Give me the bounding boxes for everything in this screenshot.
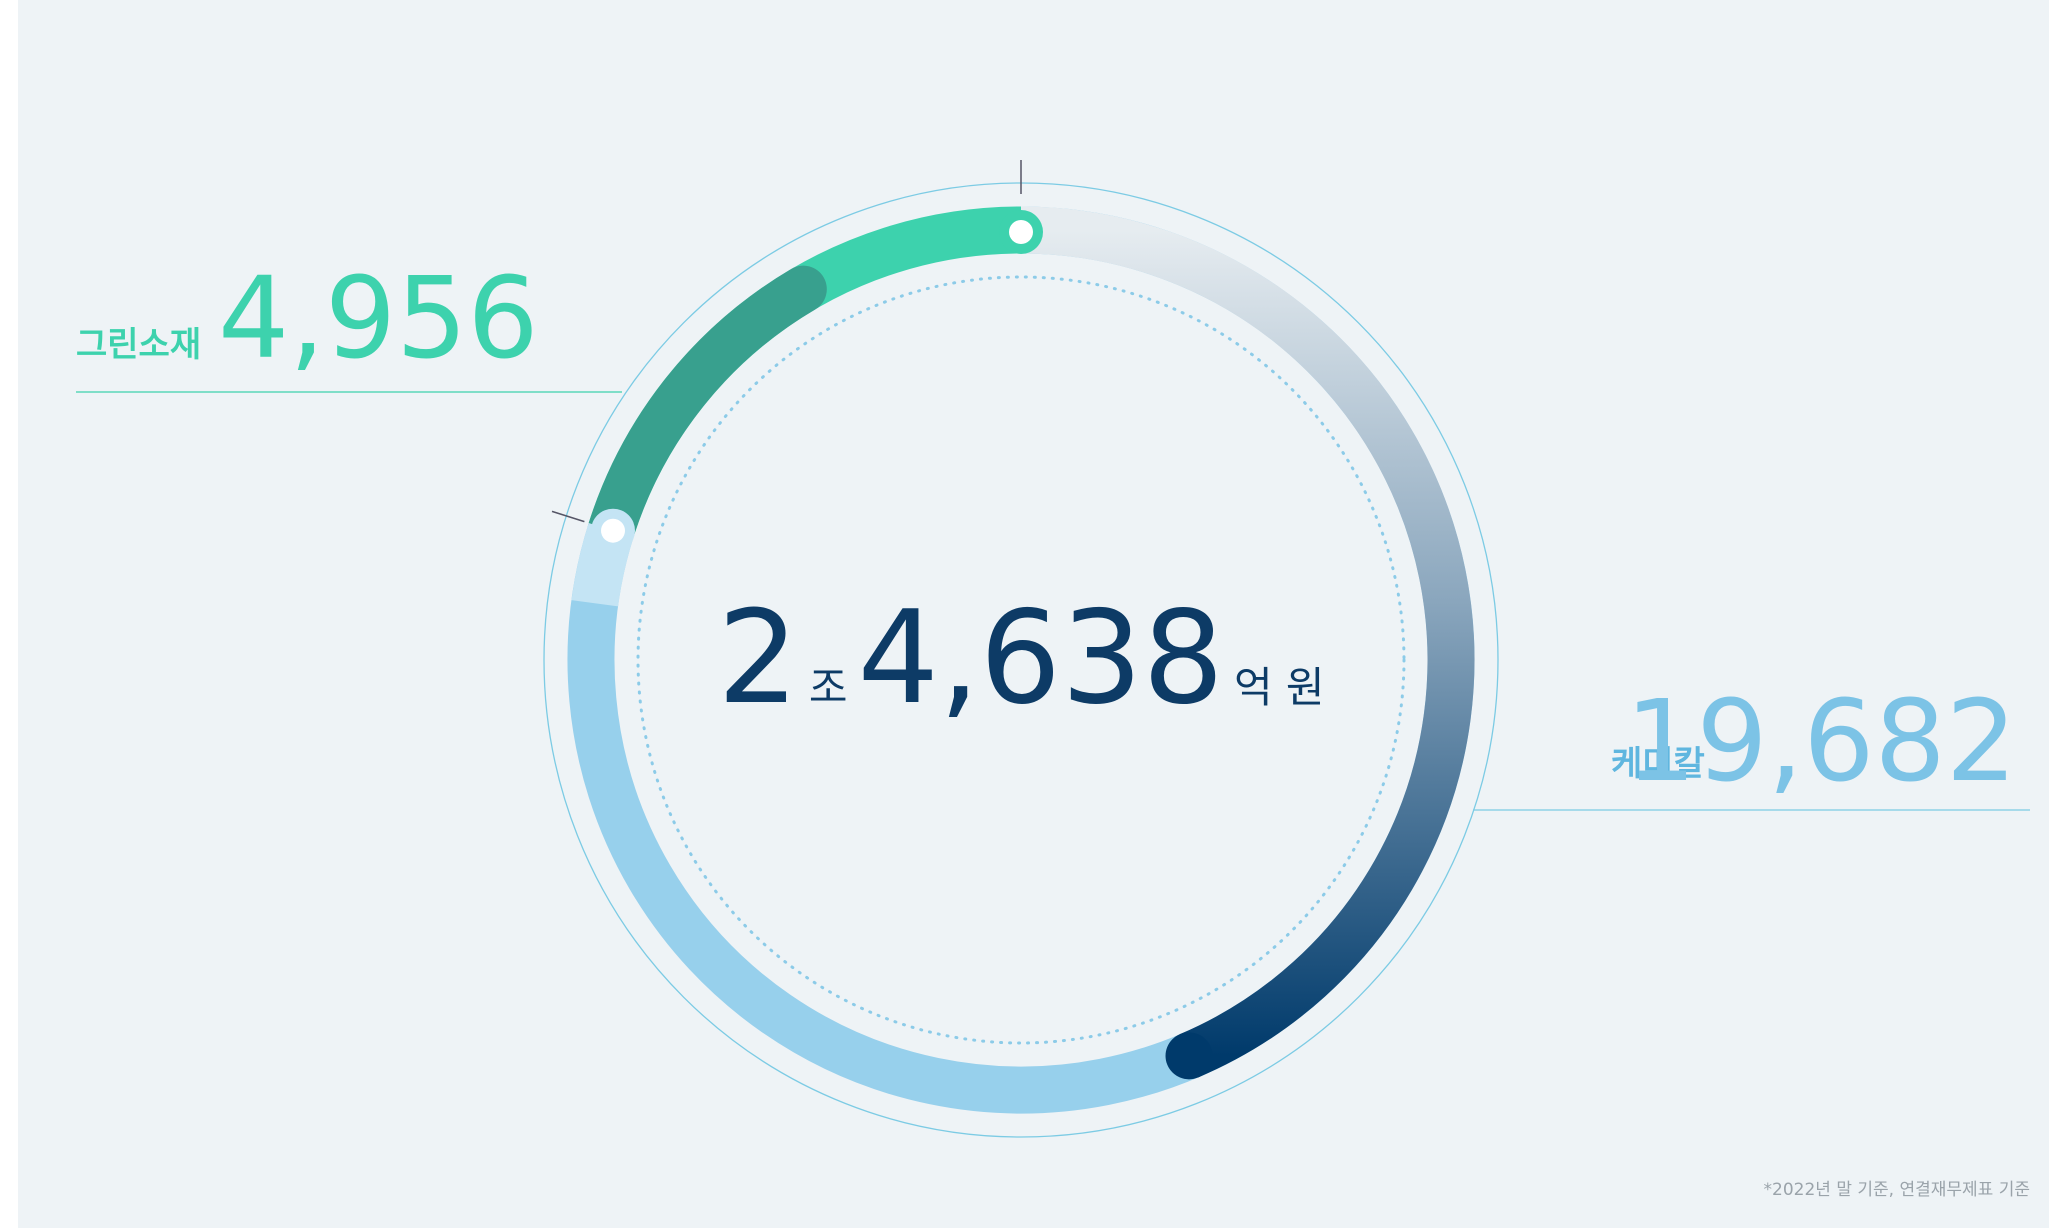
segment-shade <box>587 265 827 554</box>
dotted-ring <box>636 275 1406 1045</box>
footnote: *2022년 말 기준, 연결재무제표 기준 <box>1764 1180 2030 1200</box>
gradient-sweep <box>1020 206 1475 1078</box>
category-label: 케미칼 <box>1611 744 1705 784</box>
dot <box>1009 220 1033 244</box>
sweep-cap <box>1165 1032 1213 1080</box>
arcs <box>551 206 1475 1114</box>
boundary-tick <box>551 510 585 523</box>
total-label: 2 조4,638 억 원 <box>717 584 1324 733</box>
value-label: 4,956 <box>218 254 539 384</box>
category-label: 그린소재 <box>76 325 201 365</box>
value-label: 19,682 <box>1625 677 2017 807</box>
total-part: 4,638 <box>858 584 1224 733</box>
total-part: 2 <box>717 584 798 733</box>
total-part: 억 원 <box>1234 663 1325 712</box>
dot <box>601 518 626 543</box>
panel <box>18 0 2049 1228</box>
total-part: 조 <box>809 663 848 712</box>
